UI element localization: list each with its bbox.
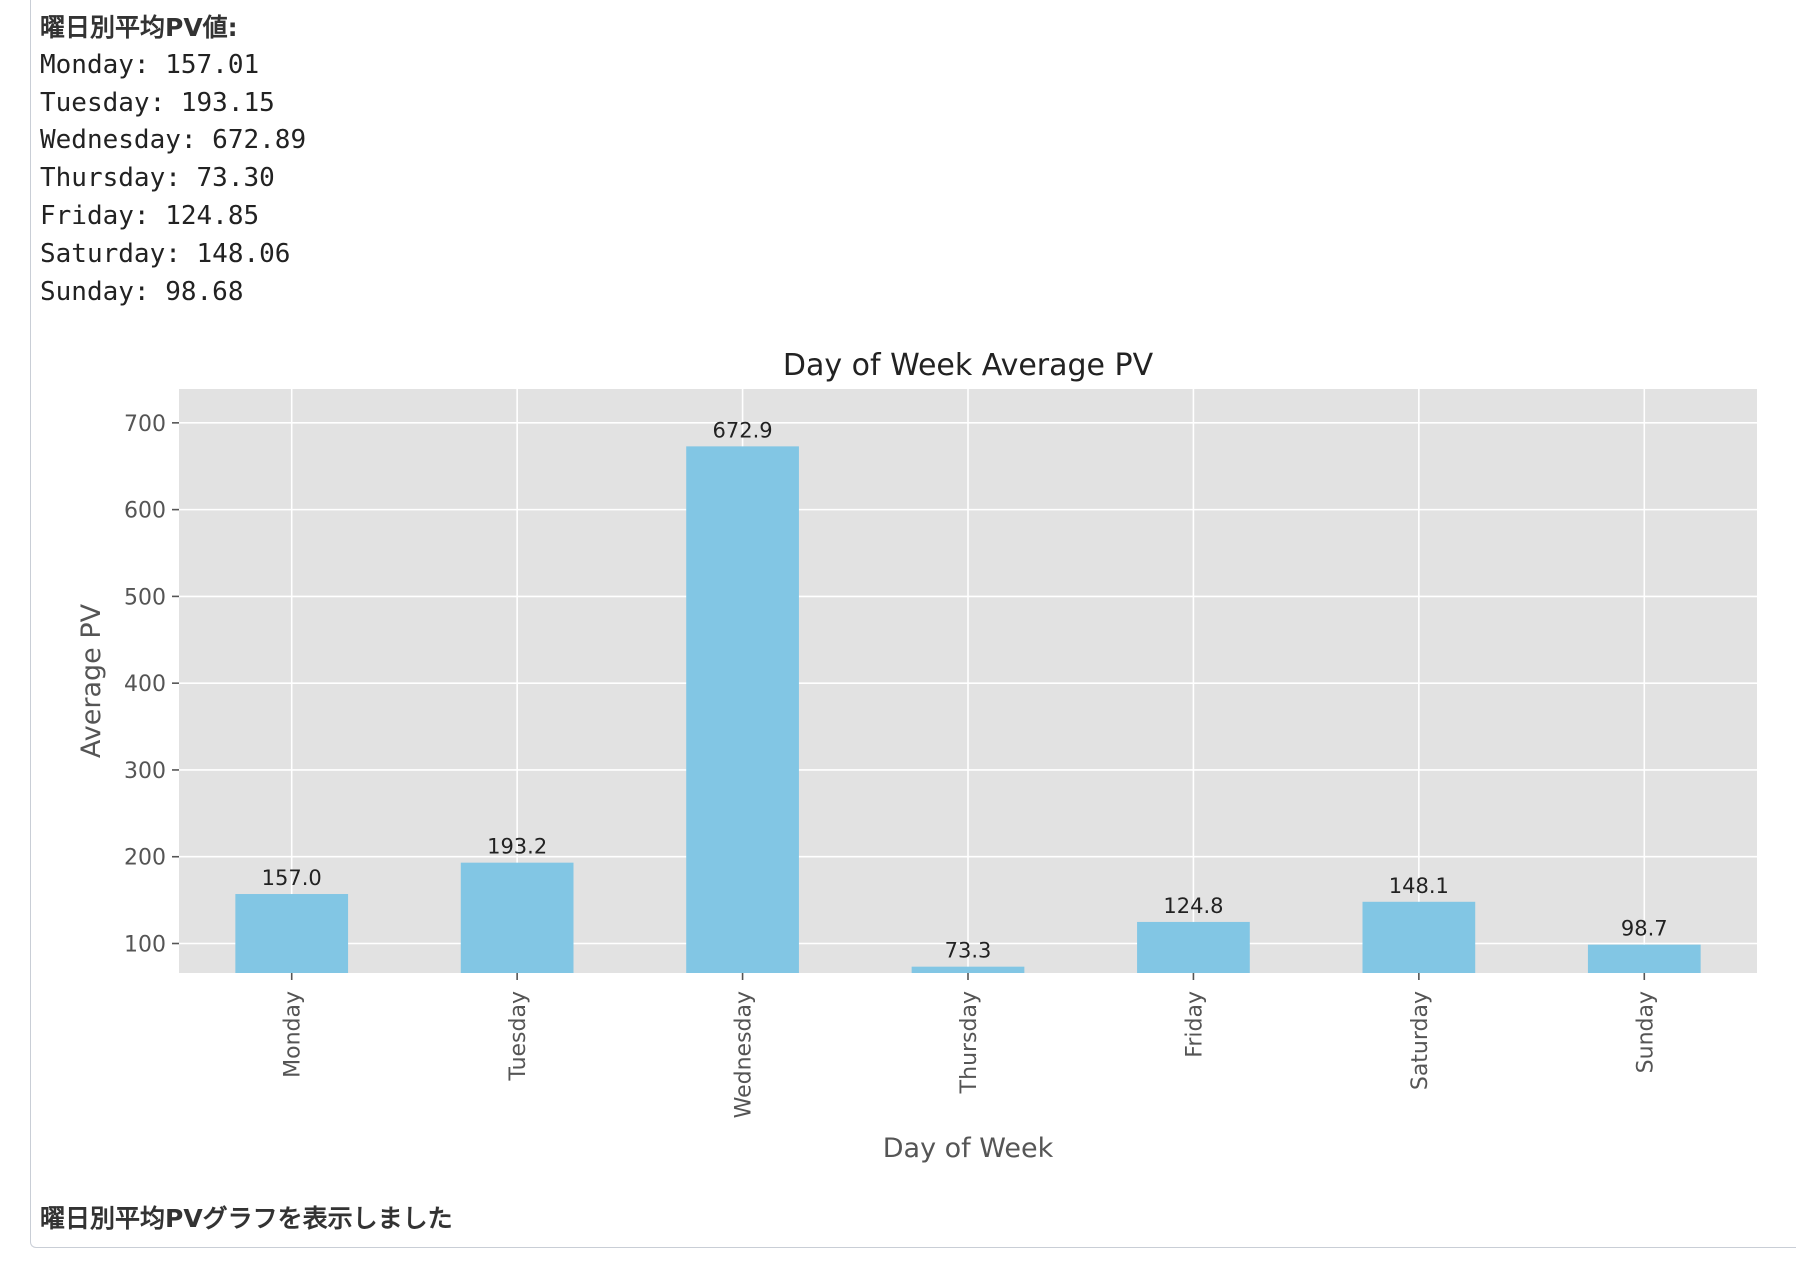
chart-container: 157.0 193.2 672.9 73.3 124.8 148.1 98.7 100 200… [31, 0, 1796, 1185]
output-line-thursday: Thursday: 73.30 [40, 163, 275, 194]
y-tick-label: 300 [124, 759, 166, 784]
x-tick-label: Tuesday [506, 991, 531, 1082]
data-label: 157.0 [262, 866, 322, 890]
x-tick-label: Wednesday [732, 991, 757, 1118]
x-tick-label: Saturday [1408, 991, 1433, 1090]
bars [235, 446, 1701, 973]
notebook-output-cell: 曜日別平均PV値: Monday: 157.01 Tuesday: 193.15 We… [30, 0, 1796, 1248]
x-tick-label: Thursday [957, 991, 982, 1094]
data-label: 98.7 [1621, 917, 1668, 941]
data-label: 124.8 [1163, 894, 1223, 918]
bar [1362, 901, 1476, 973]
output-line-wednesday: Wednesday: 672.89 [40, 125, 307, 156]
y-tick-label: 700 [124, 412, 166, 437]
data-label: 73.3 [945, 939, 992, 963]
data-label: 672.9 [713, 418, 773, 442]
y-tick-label: 100 [124, 932, 166, 957]
x-tick-label: Sunday [1633, 991, 1658, 1073]
bar [1587, 944, 1701, 973]
y-axis-label: Average PV [76, 603, 107, 758]
y-tick-label: 400 [124, 672, 166, 697]
y-tick-label: 500 [124, 585, 166, 610]
bar [460, 862, 574, 973]
data-labels: 157.0 193.2 672.9 73.3 124.8 148.1 98.7 [262, 418, 1668, 962]
gridlines [179, 389, 1757, 973]
bar [686, 446, 799, 973]
x-axis-ticks: Monday Tuesday Wednesday Thursday Friday Satu… [281, 973, 1658, 1118]
data-label: 148.1 [1389, 874, 1449, 898]
stdout-text: 曜日別平均PV値: Monday: 157.01 Tuesday: 193.15 We… [40, 9, 306, 311]
output-line-tuesday: Tuesday: 193.15 [40, 87, 275, 118]
y-tick-label: 200 [124, 846, 166, 871]
output-line-sunday: Sunday: 98.68 [40, 276, 244, 307]
bar [1137, 921, 1250, 973]
data-label: 193.2 [487, 835, 547, 859]
x-tick-label: Friday [1182, 991, 1207, 1058]
output-footer: 曜日別平均PVグラフを表示しました [40, 1204, 453, 1233]
bar [235, 894, 349, 973]
output-heading: 曜日別平均PV値: [40, 13, 238, 42]
y-tick-label: 600 [124, 499, 166, 524]
output-line-friday: Friday: 124.85 [40, 200, 260, 231]
bar-chart: 157.0 193.2 672.9 73.3 124.8 148.1 98.7 100 200… [76, 348, 1757, 1164]
x-tick-label: Monday [281, 991, 306, 1078]
bar [911, 966, 1025, 973]
output-line-monday: Monday: 157.01 [40, 49, 260, 80]
x-axis-label: Day of Week [883, 1133, 1054, 1164]
output-line-saturday: Saturday: 148.06 [40, 238, 291, 269]
chart-title: Day of Week Average PV [783, 348, 1154, 383]
y-axis-ticks: 100 200 300 400 500 600 700 [124, 412, 179, 957]
